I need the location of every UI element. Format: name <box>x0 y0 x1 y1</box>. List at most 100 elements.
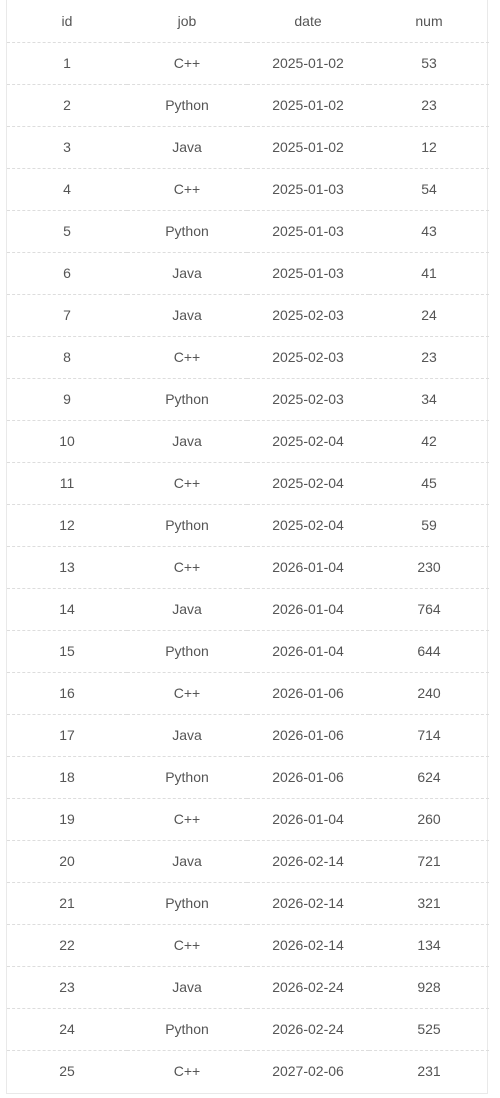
table-row[interactable]: 22 C++ 2026-02-14 134 <box>7 924 489 967</box>
cell-date: 2026-02-14 <box>247 882 369 925</box>
cell-num: 42 <box>369 420 489 463</box>
table-row[interactable]: 15 Python 2026-01-04 644 <box>7 630 489 673</box>
cell-job: C++ <box>127 336 247 379</box>
table-row[interactable]: 23 Java 2026-02-24 928 <box>7 966 489 1009</box>
cell-job: Python <box>127 504 247 547</box>
cell-date: 2025-02-04 <box>247 462 369 505</box>
cell-num: 644 <box>369 630 489 673</box>
cell-num: 240 <box>369 672 489 715</box>
table-row[interactable]: 18 Python 2026-01-06 624 <box>7 756 489 799</box>
cell-date: 2026-01-06 <box>247 714 369 757</box>
cell-id: 16 <box>7 672 127 715</box>
cell-id: 20 <box>7 840 127 883</box>
cell-id: 13 <box>7 546 127 589</box>
table-row[interactable]: 4 C++ 2025-01-03 54 <box>7 168 489 211</box>
cell-job: Python <box>127 1008 247 1051</box>
cell-id: 8 <box>7 336 127 379</box>
table-row[interactable]: 21 Python 2026-02-14 321 <box>7 882 489 925</box>
cell-date: 2026-01-04 <box>247 588 369 631</box>
cell-num: 721 <box>369 840 489 883</box>
cell-num: 714 <box>369 714 489 757</box>
cell-id: 19 <box>7 798 127 841</box>
table-row[interactable]: 20 Java 2026-02-14 721 <box>7 840 489 883</box>
cell-job: C++ <box>127 462 247 505</box>
cell-date: 2027-02-06 <box>272 1063 344 1080</box>
cell-job: Java <box>127 252 247 295</box>
cell-date: 2026-02-24 <box>247 966 369 1009</box>
table-row[interactable]: 2 Python 2025-01-02 23 <box>7 84 489 127</box>
data-table: id job date num 1 C++ 2025-01-02 53 2 Python 2… <box>7 0 489 1092</box>
cell-num: 928 <box>369 966 489 1009</box>
data-table-container: id job date num 1 C++ 2025-01-02 53 2 Python 2… <box>6 0 489 1094</box>
table-row[interactable]: 17 Java 2026-01-06 714 <box>7 714 489 757</box>
table-row[interactable]: 12 Python 2025-02-04 59 <box>7 504 489 547</box>
column-header-id[interactable]: id <box>7 0 127 43</box>
cell-date: 2026-02-14 <box>247 840 369 883</box>
table-row[interactable]: 13 C++ 2026-01-04 230 <box>7 546 489 589</box>
cell-job: Java <box>127 966 247 1009</box>
cell-job: Python <box>127 378 247 421</box>
table-row[interactable]: 9 Python 2025-02-03 34 <box>7 378 489 421</box>
cell-job: Python <box>127 630 247 673</box>
cell-job: Java <box>127 294 247 337</box>
cell-num: 230 <box>369 546 489 589</box>
cell-num: 53 <box>369 42 489 85</box>
cell-num: 12 <box>369 126 489 169</box>
table-row[interactable]: 24 Python 2026-02-24 525 <box>7 1008 489 1051</box>
table-row[interactable]: 1 C++ 2025-01-02 53 <box>7 42 489 85</box>
cell-id: 21 <box>7 882 127 925</box>
cell-id: 6 <box>7 252 127 295</box>
table-row[interactable]: 19 C++ 2026-01-04 260 <box>7 798 489 841</box>
table-row[interactable]: 3 Java 2025-01-02 12 <box>7 126 489 169</box>
cell-date: 2026-01-04 <box>247 798 369 841</box>
cell-job: Java <box>127 126 247 169</box>
table-row[interactable]: 8 C++ 2025-02-03 23 <box>7 336 489 379</box>
cell-date: 2026-01-04 <box>247 630 369 673</box>
cell-num: 43 <box>369 210 489 253</box>
cell-num: 24 <box>369 294 489 337</box>
table-row[interactable]: 6 Java 2025-01-03 41 <box>7 252 489 295</box>
cell-num: 525 <box>369 1008 489 1051</box>
cell-id: 24 <box>7 1008 127 1051</box>
cell-num: 41 <box>369 252 489 295</box>
column-header-num[interactable]: num <box>369 0 489 43</box>
column-header-job[interactable]: job <box>127 0 247 43</box>
cell-date: 2026-02-14 <box>247 924 369 967</box>
cell-id: 4 <box>7 168 127 211</box>
cell-date: 2025-02-04 <box>247 504 369 547</box>
cell-num: 45 <box>369 462 489 505</box>
cell-id: 17 <box>7 714 127 757</box>
cell-job: Java <box>127 420 247 463</box>
cell-id: 2 <box>7 84 127 127</box>
cell-date: 2026-01-06 <box>247 756 369 799</box>
cell-num: 231 <box>417 1063 441 1080</box>
cell-job: Python <box>127 210 247 253</box>
cell-date: 2025-01-03 <box>247 168 369 211</box>
table-row[interactable]: 25 C++ 2027-02-06 231 <box>7 1050 489 1092</box>
cell-num: 624 <box>369 756 489 799</box>
cell-job: C++ <box>127 798 247 841</box>
table-row[interactable]: 10 Java 2025-02-04 42 <box>7 420 489 463</box>
cell-date: 2026-01-06 <box>247 672 369 715</box>
cell-job: Java <box>127 588 247 631</box>
cell-num: 764 <box>369 588 489 631</box>
table-row[interactable]: 11 C++ 2025-02-04 45 <box>7 462 489 505</box>
cell-num: 321 <box>369 882 489 925</box>
cell-num: 260 <box>369 798 489 841</box>
cell-job: C++ <box>127 168 247 211</box>
cell-date: 2025-01-02 <box>247 84 369 127</box>
cell-job: Python <box>127 882 247 925</box>
cell-date: 2025-02-03 <box>247 294 369 337</box>
table-row[interactable]: 14 Java 2026-01-04 764 <box>7 588 489 631</box>
cell-num: 134 <box>369 924 489 967</box>
table-row[interactable]: 7 Java 2025-02-03 24 <box>7 294 489 337</box>
cell-id: 1 <box>7 42 127 85</box>
cell-job: Python <box>127 756 247 799</box>
table-row[interactable]: 5 Python 2025-01-03 43 <box>7 210 489 253</box>
cell-id: 22 <box>7 924 127 967</box>
cell-job: C++ <box>127 546 247 589</box>
cell-job: Java <box>127 840 247 883</box>
table-body: 1 C++ 2025-01-02 53 2 Python 2025-01-02 23 3 Java… <box>7 42 489 1092</box>
table-row[interactable]: 16 C++ 2026-01-06 240 <box>7 672 489 715</box>
column-header-date[interactable]: date <box>247 0 369 43</box>
